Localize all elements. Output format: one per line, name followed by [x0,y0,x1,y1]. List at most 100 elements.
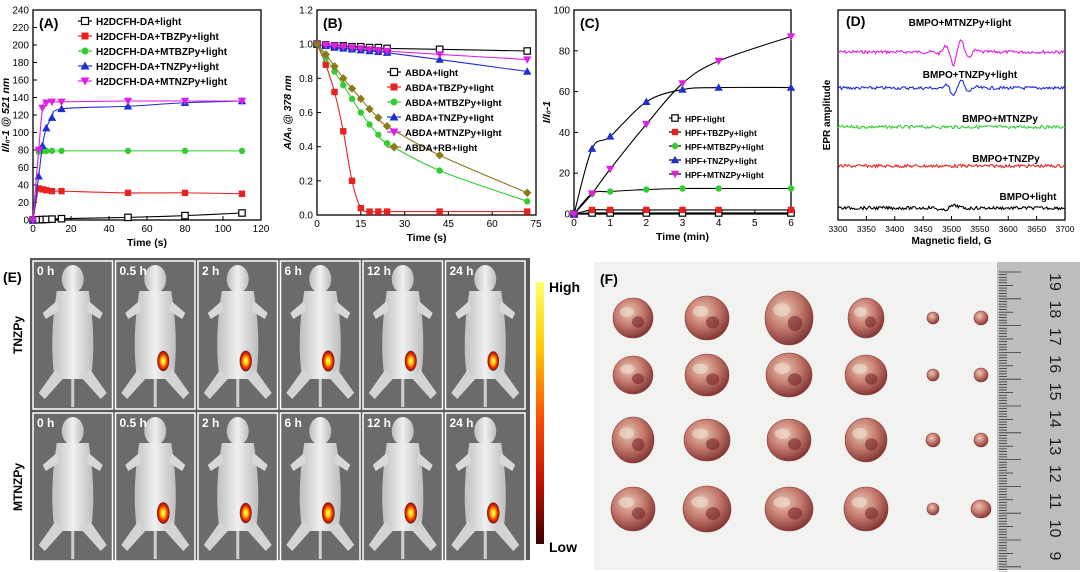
data-point [35,185,42,192]
colorbar-high-label: High [549,279,580,295]
time-label: 0 h [37,416,54,430]
data-point [180,97,190,106]
mouse-hindlimb [82,369,107,399]
y-tick-label: 80 [559,46,571,57]
data-point [678,85,687,93]
y-tick-label: 20 [559,169,571,180]
x-tick-label: 0 [571,218,577,229]
x-axis-label: Time (s) [127,237,167,249]
data-point [587,144,597,152]
series-abda-rb-light [312,39,532,197]
ruler-number: 10 [1046,520,1063,538]
panel-label: (D) [846,13,865,29]
data-point [714,83,723,91]
x-tick-label: 3 [680,218,686,229]
x-tick-label: 3400 [885,224,904,234]
mouse-hindlimb [82,521,107,551]
tumor-shadow [632,373,644,385]
legend-marker [390,98,398,106]
mouse-head [144,265,167,293]
tumor-specimen [610,486,656,532]
data-point [375,131,382,138]
mouse-image: 12 h [362,412,444,562]
legend-label: H2DCFH-DA+MTNZPy+light [96,77,228,88]
data-point [321,50,330,59]
tumor-specimen [611,416,655,464]
mouse-forelimb [455,301,472,319]
y-axis-label: I/I₀-1 [541,101,553,123]
legend-label: HPF+MTNZPy+light [685,170,764,180]
data-point [715,185,722,192]
tumor-highlight [692,428,709,439]
data-point [714,57,723,66]
spectrum-line [837,38,1066,67]
legend-marker [670,155,680,164]
tumor-shadow [631,507,646,520]
y-tick-label: 0.2 [299,176,313,187]
tumor-specimen [973,367,989,383]
ruler-number: 9 [1046,552,1063,561]
x-axis-label: Magnetic field, G [911,236,991,247]
data-point [347,44,357,52]
data-point [57,98,66,107]
legend-entry: H2DCFH-DA+MTBZPy+light [78,47,228,58]
data-point [383,208,391,215]
data-point [330,62,339,71]
series-abda-light [313,40,532,55]
y-axis-label: A/A₀ @ 378 nm [282,75,294,150]
data-point [786,33,796,41]
y-tick-label: 1.2 [299,6,313,17]
mouse-forelimb [334,453,351,471]
data-point [643,206,650,214]
x-tick-label: 6 [788,218,794,229]
mouse-body [217,443,259,531]
legend-marker [389,142,399,152]
mouse-hindlimb [368,369,393,399]
x-tick-label: 3350 [857,224,876,234]
time-label: 0 h [37,264,54,278]
x-tick-label: 100 [215,224,232,235]
epr-spectrum: BMPO+MTNZPy+light [837,18,1066,67]
tumor-specimen [843,486,889,532]
series-h2dcfh-da-mtbzpy-light [29,145,246,224]
legend-marker [671,142,679,150]
photo-panel-f: (F) 19 18 17 16 15 14 13 12 11 10 9 [594,262,1080,572]
mouse-head [474,417,497,445]
data-point [237,97,247,106]
data-point [339,74,348,83]
y-tick-label: 80 [18,146,30,157]
mouse-forelimb [169,301,186,319]
series-h2dcfh-da-tnzpy-light [28,96,247,224]
y-tick-label: 1.0 [299,40,313,51]
tumor-specimen [612,297,654,339]
x-tick-label: 40 [103,224,115,235]
time-label: 24 h [450,416,474,430]
time-label: 12 h [367,416,391,430]
x-tick-label: 75 [530,219,542,230]
row-label: MTNZPy [11,463,25,511]
legend-entry: ABDA+MTBZPy+light [387,98,502,109]
legend-marker [670,170,680,179]
time-label: 2 h [202,416,219,430]
data-point [587,190,597,198]
fluorescence-signal [487,351,499,371]
chart-panel-b: 0 15 30 45 60 75 0.0 0.2 0.4 0.6 0.8 1.0 1.2 Time (s)… [282,6,542,245]
data-point [357,204,364,212]
data-point [348,177,356,185]
tumor-specimen [764,290,814,346]
legend-entry: H2DCFH-DA+TNZPy+light [78,61,219,73]
panel-label: (B) [323,15,342,31]
data-point [34,172,43,180]
mouse-image: 24 h [444,260,526,410]
mouse-image: 24 h [444,412,526,562]
mouse-image: 6 h [279,412,361,562]
data-point [47,113,57,121]
data-point [374,46,383,55]
tumor-shadow [705,438,720,451]
x-axis-label: Time (s) [406,232,446,244]
mouse-forelimb [86,453,103,471]
panel-label: (C) [580,15,599,31]
time-label: 12 h [367,264,391,278]
mouse-hindlimb [165,521,190,551]
data-point [523,188,532,197]
